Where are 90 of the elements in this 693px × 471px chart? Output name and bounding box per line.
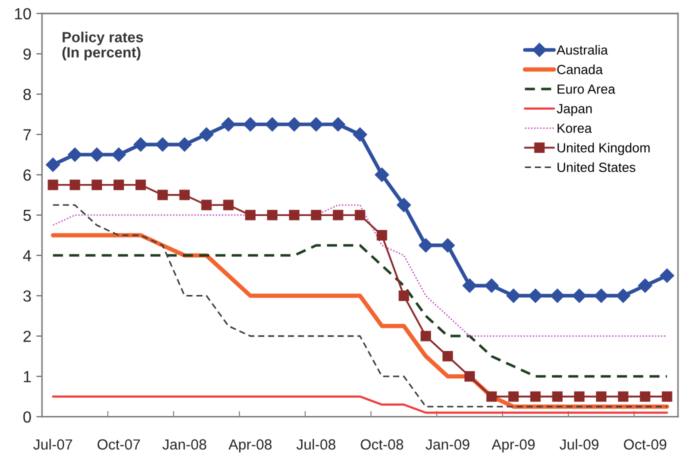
point bbox=[221, 117, 236, 132]
point bbox=[70, 180, 80, 190]
line-series bbox=[52, 244, 668, 378]
point bbox=[330, 117, 346, 132]
point bbox=[46, 158, 60, 172]
point bbox=[68, 148, 82, 162]
point bbox=[199, 127, 214, 142]
point bbox=[638, 278, 652, 293]
line-series bbox=[52, 204, 668, 337]
x-tick-label: Oct-07 bbox=[98, 439, 140, 450]
point bbox=[552, 391, 563, 402]
point bbox=[245, 210, 256, 220]
legend-label: Japan bbox=[556, 104, 592, 116]
y-tick-label: 4 bbox=[23, 250, 32, 262]
y-tick-label: 5 bbox=[23, 210, 31, 222]
point bbox=[135, 180, 146, 190]
point bbox=[484, 278, 499, 293]
legend-label: United Kingdom bbox=[558, 142, 650, 156]
point bbox=[376, 230, 388, 240]
x-tick-label: Jul-08 bbox=[296, 438, 336, 450]
point bbox=[618, 391, 628, 402]
y-tick-label: 8 bbox=[23, 88, 31, 100]
point bbox=[440, 238, 455, 252]
point bbox=[156, 137, 170, 152]
y-tick-label: 9 bbox=[23, 48, 31, 60]
point bbox=[90, 148, 104, 162]
point bbox=[354, 210, 366, 220]
point bbox=[243, 117, 258, 132]
point bbox=[157, 190, 168, 200]
point bbox=[464, 371, 475, 382]
point bbox=[660, 268, 674, 283]
point bbox=[112, 148, 126, 162]
point bbox=[352, 127, 368, 142]
x-tick-label: Apr-08 bbox=[228, 439, 272, 453]
point bbox=[530, 391, 541, 402]
point bbox=[287, 117, 302, 132]
point bbox=[201, 200, 212, 210]
point bbox=[596, 391, 606, 402]
point bbox=[594, 288, 608, 303]
point bbox=[265, 117, 280, 132]
point bbox=[572, 288, 586, 303]
point bbox=[134, 137, 148, 152]
point bbox=[114, 180, 124, 190]
y-tick-label: 6 bbox=[24, 169, 31, 181]
y-tick-label: 3 bbox=[23, 290, 31, 302]
text: Policy rates bbox=[62, 32, 143, 46]
legend-label: Canada bbox=[557, 64, 603, 74]
point bbox=[640, 391, 650, 402]
point bbox=[550, 288, 564, 303]
text: (In percent) bbox=[62, 46, 140, 60]
point bbox=[374, 168, 390, 182]
point bbox=[508, 391, 519, 402]
legend-label: Euro Area bbox=[558, 84, 616, 94]
point bbox=[332, 210, 344, 220]
y-tick-label: 7 bbox=[24, 129, 31, 140]
x-tick-label: Jan-09 bbox=[426, 439, 470, 450]
point bbox=[267, 210, 278, 220]
x-tick-label: Jan-08 bbox=[162, 439, 206, 450]
point bbox=[396, 198, 411, 212]
point bbox=[442, 351, 453, 362]
point bbox=[462, 278, 477, 293]
point bbox=[528, 288, 543, 303]
point bbox=[177, 137, 192, 152]
x-tick-label: Jul-07 bbox=[33, 438, 72, 450]
point bbox=[574, 391, 585, 402]
legend-label: Korea bbox=[558, 124, 592, 133]
x-tick-label: Apr-09 bbox=[492, 439, 535, 453]
point bbox=[616, 288, 630, 303]
point bbox=[418, 238, 433, 252]
y-tick-label: 2 bbox=[24, 330, 31, 342]
x-tick-label: Jul-09 bbox=[560, 438, 598, 450]
point bbox=[179, 190, 190, 200]
point bbox=[310, 210, 322, 220]
point bbox=[486, 391, 497, 402]
point bbox=[398, 290, 410, 301]
point bbox=[92, 180, 102, 190]
point bbox=[223, 200, 234, 210]
x-tick-label: Oct-09 bbox=[624, 439, 666, 450]
point bbox=[289, 210, 300, 220]
x-tick-label: Oct-08 bbox=[360, 439, 404, 450]
y-tick-label: 1 bbox=[24, 371, 31, 382]
y-tick-label: 10 bbox=[15, 8, 31, 20]
point bbox=[506, 288, 521, 303]
y-tick-label: 0 bbox=[23, 411, 31, 423]
point bbox=[309, 117, 324, 132]
legend-label: United States bbox=[558, 162, 636, 172]
point bbox=[662, 391, 672, 402]
legend-label: Australia bbox=[556, 44, 608, 55]
point bbox=[420, 330, 431, 342]
point bbox=[48, 180, 58, 190]
